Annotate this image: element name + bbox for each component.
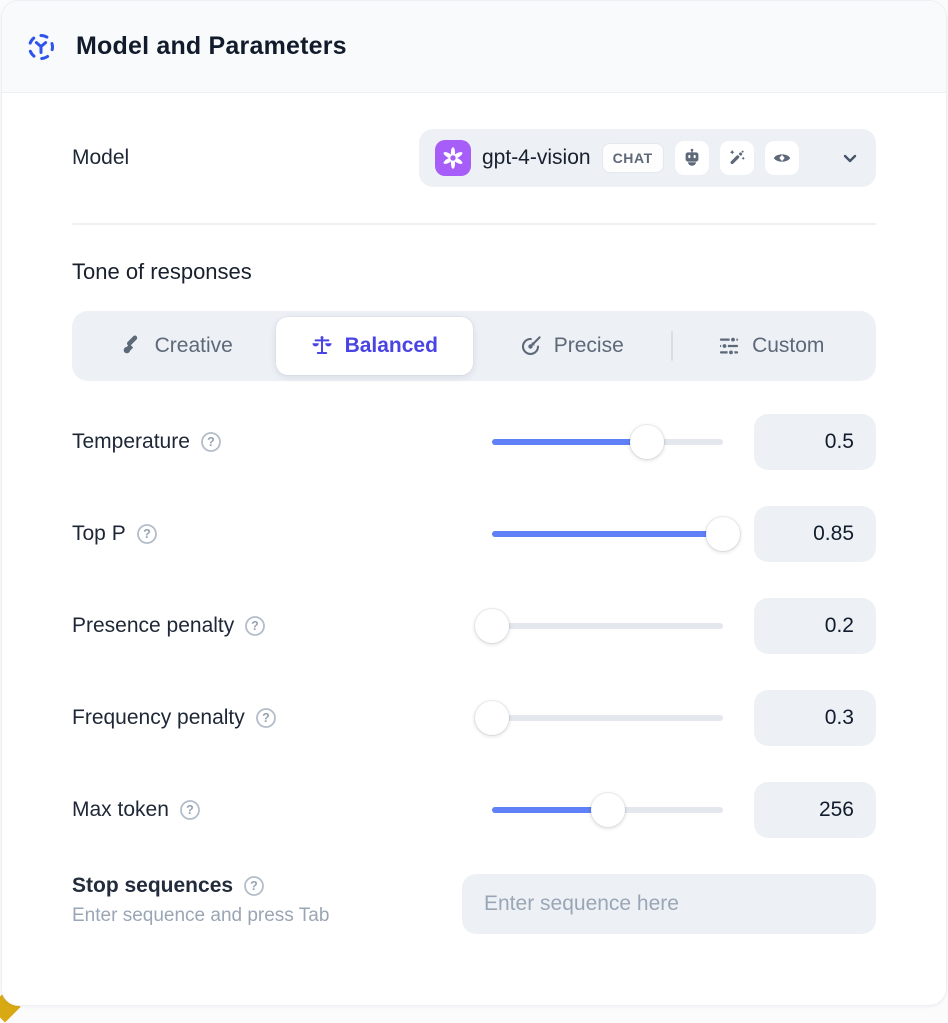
slider-thumb[interactable] [591,793,625,827]
tone-option-label: Precise [554,334,624,358]
tone-option-custom[interactable]: Custom [673,317,871,375]
model-section-icon [26,32,56,62]
section-divider [72,223,876,225]
help-icon[interactable]: ? [244,615,266,637]
help-icon[interactable]: ? [179,799,201,821]
tone-option-balanced[interactable]: Balanced [276,317,474,375]
tone-heading: Tone of responses [72,259,876,285]
param-row-presence-penalty: Presence penalty ? 0.2 [72,598,876,654]
model-select-dropdown[interactable]: gpt-4-vision CHAT [419,129,876,187]
sliders-icon [718,335,740,357]
stop-sequences-label: Stop sequences [72,874,233,898]
presence-penalty-slider[interactable] [492,609,723,643]
tone-option-creative[interactable]: Creative [78,317,276,375]
tone-option-label: Creative [155,334,233,358]
slider-thumb[interactable] [630,425,664,459]
magic-wand-icon [720,141,754,175]
stop-sequences-row: Stop sequences ? Enter sequence and pres… [72,874,876,974]
temperature-value[interactable]: 0.5 [754,414,876,470]
param-row-top-p: Top P ? 0.85 [72,506,876,562]
svg-text:?: ? [186,803,194,817]
chat-mode-badge: CHAT [602,143,664,173]
top-p-value[interactable]: 0.85 [754,506,876,562]
selected-model-name: gpt-4-vision [482,146,591,170]
slider-thumb[interactable] [475,609,509,643]
model-row: Model gpt-4-vi [72,129,876,187]
model-label: Model [72,146,129,170]
param-label: Presence penalty ? [72,614,266,638]
robot-icon [675,141,709,175]
openai-logo-icon [435,140,471,176]
help-icon[interactable]: ? [136,523,158,545]
param-label: Top P ? [72,522,158,546]
param-label: Max token ? [72,798,201,822]
panel-header: Model and Parameters [2,1,946,93]
slider-thumb[interactable] [706,517,740,551]
help-icon[interactable]: ? [255,707,277,729]
max-token-slider[interactable] [492,793,723,827]
stop-sequence-input[interactable] [462,874,876,934]
param-row-frequency-penalty: Frequency penalty ? 0.3 [72,690,876,746]
tone-segmented-control: Creative Balanced [72,311,876,381]
param-label: Temperature ? [72,430,222,454]
svg-text:?: ? [207,435,215,449]
svg-text:?: ? [250,879,258,893]
vision-eye-icon [765,141,799,175]
stop-sequences-labels: Stop sequences ? Enter sequence and pres… [72,874,329,927]
help-icon[interactable]: ? [243,875,265,897]
tone-option-label: Balanced [345,334,438,358]
param-row-max-token: Max token ? 256 [72,782,876,838]
tone-option-label: Custom [752,334,824,358]
slider-thumb[interactable] [475,701,509,735]
panel-title: Model and Parameters [76,32,347,61]
frequency-penalty-value[interactable]: 0.3 [754,690,876,746]
param-label: Frequency penalty ? [72,706,277,730]
temperature-slider[interactable] [492,425,723,459]
presence-penalty-value[interactable]: 0.2 [754,598,876,654]
stop-sequences-hint: Enter sequence and press Tab [72,905,329,927]
param-row-temperature: Temperature ? 0.5 [72,414,876,470]
max-token-value[interactable]: 256 [754,782,876,838]
top-p-slider[interactable] [492,517,723,551]
chevron-down-icon[interactable] [840,148,860,168]
svg-text:?: ? [251,619,259,633]
help-icon[interactable]: ? [200,431,222,453]
tone-option-precise[interactable]: Precise [473,317,671,375]
paintbrush-icon [121,335,143,357]
svg-text:?: ? [143,527,151,541]
scales-icon [311,335,333,357]
svg-text:?: ? [262,711,270,725]
frequency-penalty-slider[interactable] [492,701,723,735]
target-arrow-icon [520,335,542,357]
